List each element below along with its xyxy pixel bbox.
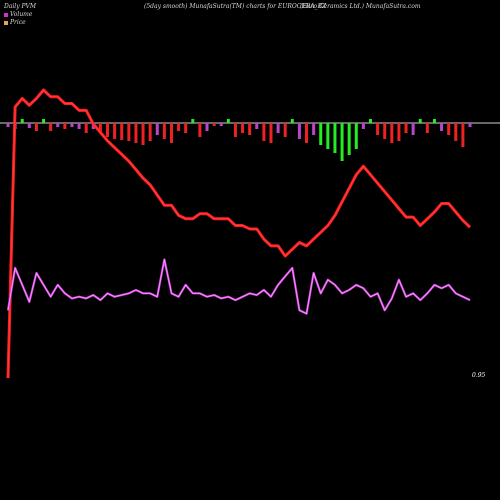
- pvm-bar: [404, 123, 408, 133]
- series-line-1-outer: [6, 258, 471, 315]
- pvm-bar: [333, 123, 337, 153]
- pvm-bar: [326, 123, 330, 149]
- pvm-bar: [283, 123, 287, 137]
- pvm-bar: [212, 123, 216, 126]
- chart-header-left: Daily PVM: [4, 3, 37, 10]
- pvm-bar: [120, 123, 124, 140]
- pvm-bar: [241, 123, 245, 133]
- pvm-bar: [354, 123, 358, 149]
- pvm-bar: [219, 123, 223, 126]
- pvm-bar: [191, 119, 195, 123]
- end-value-label: 0.95: [472, 372, 486, 379]
- pvm-bar: [49, 123, 53, 131]
- pvm-bar: [255, 123, 259, 129]
- pvm-bar: [77, 123, 81, 129]
- chart-header-center: (5day smooth) MunafaSutra(TM) charts for…: [144, 3, 327, 10]
- pvm-bar: [447, 123, 451, 135]
- pvm-bar: [98, 123, 102, 133]
- pvm-bars: [6, 119, 472, 161]
- legend-item-price: Price: [4, 19, 32, 27]
- pvm-bar: [432, 119, 436, 123]
- pvm-bar: [361, 123, 365, 129]
- pvm-bar: [63, 123, 67, 129]
- pvm-bar: [269, 123, 273, 143]
- pvm-bar: [276, 123, 280, 133]
- pvm-bar: [290, 119, 294, 123]
- legend-label-volume: Volume: [10, 11, 33, 18]
- series-line-0-inner: [7, 89, 471, 379]
- pvm-bar: [368, 119, 372, 123]
- series-line-1-inner: [7, 259, 471, 315]
- pvm-bar: [148, 123, 152, 141]
- pvm-bar: [319, 123, 323, 145]
- pvm-bar: [305, 123, 309, 143]
- pvm-bar: [155, 123, 159, 135]
- legend-swatch-volume: [4, 13, 8, 17]
- pvm-bar: [27, 123, 31, 128]
- series-line-0-outer: [6, 88, 472, 379]
- pvm-bar: [425, 123, 429, 133]
- pvm-bar: [468, 123, 472, 127]
- pvm-bar: [262, 123, 266, 141]
- pvm-bar: [418, 119, 422, 123]
- chart-header-right: (Euro Ceramics Ltd.) MunafaSutra.com: [300, 3, 421, 10]
- pvm-bar: [177, 123, 181, 131]
- pvm-bar: [127, 123, 131, 141]
- pvm-bar: [411, 123, 415, 135]
- pvm-bar: [70, 123, 74, 127]
- pvm-bar: [169, 123, 173, 143]
- pvm-bar: [56, 123, 60, 127]
- pvm-bar: [226, 119, 230, 123]
- pvm-bar: [340, 123, 344, 161]
- legend-swatch-price: [4, 21, 8, 25]
- pvm-bar: [440, 123, 444, 131]
- pvm-bar: [233, 123, 237, 137]
- pvm-bar: [6, 123, 10, 127]
- pvm-bar: [297, 123, 301, 139]
- pvm-bar: [162, 123, 166, 139]
- pvm-bar: [390, 123, 394, 143]
- pvm-bar: [34, 123, 38, 131]
- pvm-bar: [20, 119, 24, 123]
- pvm-bar: [106, 123, 110, 137]
- pvm-bar: [383, 123, 387, 139]
- pvm-bar: [376, 123, 380, 135]
- pvm-bar: [248, 123, 252, 135]
- pvm-bar: [113, 123, 117, 139]
- legend-label-price: Price: [10, 19, 26, 26]
- pvm-bar: [42, 119, 46, 123]
- pvm-bar: [184, 123, 188, 133]
- pvm-bar: [141, 123, 145, 145]
- legend: Volume Price: [4, 11, 32, 27]
- legend-item-volume: Volume: [4, 11, 32, 19]
- pvm-bar: [198, 123, 202, 137]
- pvm-bar: [84, 123, 88, 133]
- pvm-bar: [312, 123, 316, 135]
- pvm-bar: [397, 123, 401, 141]
- series-lines: [6, 88, 472, 379]
- pvm-bar: [461, 123, 465, 147]
- pvm-bar: [347, 123, 351, 155]
- pvm-bar: [134, 123, 138, 143]
- pvm-bar: [205, 123, 209, 131]
- pvm-bar: [454, 123, 458, 141]
